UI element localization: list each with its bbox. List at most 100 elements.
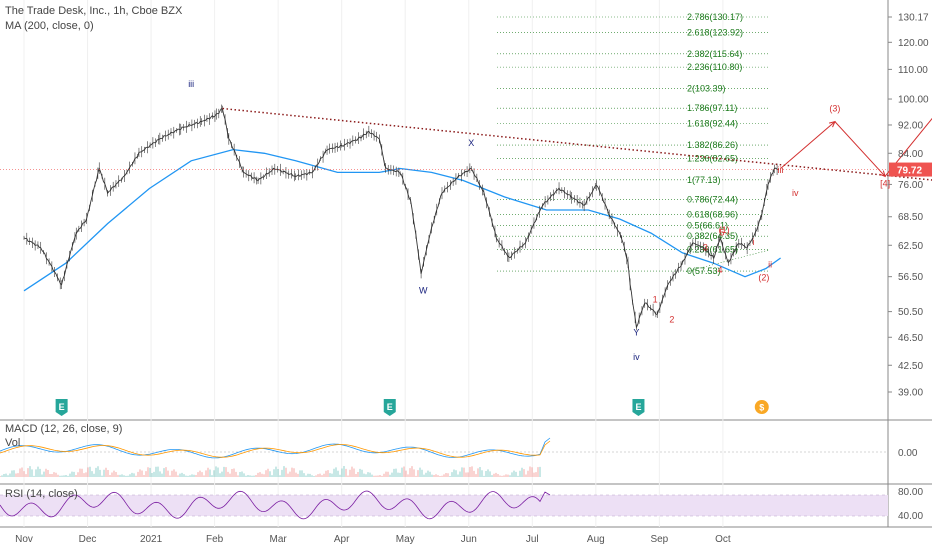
price-axis: 130.17120.00110.00100.0092.0084.0076.006…: [0, 13, 932, 522]
wave-label-navy: X: [468, 138, 474, 148]
x-tick-label: Jun: [461, 534, 477, 545]
fibonacci-levels: 2.786(130.17) 2.618(123.92) 2.382(115.64) 2…: [497, 12, 769, 276]
x-tick-label: Apr: [334, 534, 350, 545]
wave-label-red: iii: [778, 165, 784, 175]
wave-label-red: i: [752, 237, 754, 247]
earnings-marker: [632, 399, 645, 416]
x-tick-label: Feb: [206, 534, 224, 545]
y-tick-label: 42.50: [898, 361, 923, 372]
fib-label: 1(77.13): [687, 175, 721, 185]
wave-label-navy: iii: [188, 79, 194, 89]
x-tick-label: Oct: [715, 534, 731, 545]
fib-label: 0.382(64.35): [687, 231, 738, 241]
rsi-indicator-label: RSI (14, close): [5, 488, 78, 500]
y-tick-label: 50.50: [898, 307, 923, 318]
wave-label-red: ii: [768, 259, 772, 269]
wave-label-red: (1): [719, 225, 730, 235]
wave-label-red: (3): [829, 104, 840, 114]
wave-label-red: 3: [703, 242, 708, 252]
y-tick-label: 84.00: [898, 149, 923, 160]
dividend-marker: [754, 400, 769, 414]
x-tick-label: Nov: [15, 534, 33, 545]
wave-label-navy: Y: [633, 327, 639, 337]
x-tick-label: Sep: [650, 534, 668, 545]
fib-label: 0.5(66.61): [687, 220, 728, 230]
rsi-tick-label: 40.00: [898, 511, 923, 522]
last-price-badge: [889, 162, 932, 177]
fib-label: 0.618(68.96): [687, 210, 738, 220]
wave-label-navy: iv: [633, 352, 640, 362]
x-tick-label: Mar: [270, 534, 288, 545]
fib-label: 2.786(130.17): [687, 12, 743, 22]
fib-label: 2.236(110.80): [687, 62, 742, 72]
y-tick-label: 76.00: [898, 180, 923, 191]
projection-segment: [780, 121, 836, 169]
fib-label: 2(103.39): [687, 84, 726, 94]
fib-label: 1.618(92.44): [687, 118, 738, 128]
chart-title: The Trade Desk, Inc., 1h, Cboe BZX: [5, 5, 183, 17]
dividend-marker-label: $: [759, 403, 764, 413]
y-tick-label: 120.00: [898, 38, 929, 49]
fib-label: 2.618(123.92): [687, 27, 743, 37]
wave-label-red: iv: [792, 188, 799, 198]
time-grid: [23, 0, 724, 527]
volume-indicator-label: Vol: [5, 437, 21, 449]
x-tick-label: 2021: [140, 534, 163, 545]
x-tick-label: May: [396, 534, 415, 545]
y-tick-label: 92.00: [898, 120, 923, 131]
ma-indicator-label: MA (200, close, 0): [5, 20, 94, 32]
macd-line: [0, 437, 551, 459]
rsi-tick-label: 80.00: [898, 487, 923, 498]
x-tick-label: Dec: [79, 534, 97, 545]
y-tick-label: 46.50: [898, 333, 923, 344]
last-price-label: 79.72: [897, 166, 922, 177]
wave-label-navy: W: [419, 286, 428, 296]
wave-label-red: [4]: [880, 178, 890, 188]
fib-label: 1.382(86.26): [687, 140, 738, 150]
macd-signal-line: [0, 440, 551, 458]
y-tick-label: 62.50: [898, 241, 923, 252]
y-tick-label: 110.00: [898, 65, 928, 76]
wave-label-red: 1: [653, 294, 658, 304]
earnings-marker-label: E: [387, 402, 393, 412]
moving-average: [23, 148, 781, 292]
projection-segment: [884, 117, 932, 177]
y-tick-label: 68.50: [898, 212, 923, 223]
wave-label-red: 5: [720, 227, 725, 237]
time-axis: Nov Dec 2021 Feb Mar Apr May Jun Jul Aug Sep Oct: [15, 534, 731, 545]
y-tick-label: 130.17: [898, 13, 929, 24]
fib-label: 0.236(61.65): [687, 245, 738, 255]
macd-pane: [0, 437, 888, 477]
x-tick-label: Jul: [526, 534, 539, 545]
pane-separators: [0, 0, 932, 528]
wave-label-red: 4: [717, 265, 722, 275]
fib-label: 2.382(115.64): [687, 49, 742, 59]
earnings-marker-label: E: [59, 402, 65, 412]
projection-segment: [834, 121, 886, 177]
wave-label-red: (2): [758, 273, 769, 283]
x-tick-label: Aug: [587, 534, 605, 545]
price-line: [23, 108, 779, 329]
volume-bars: [0, 466, 541, 477]
earnings-marker: [383, 399, 396, 416]
event-markers: E E E $: [55, 399, 769, 416]
y-tick-label: 100.00: [898, 95, 929, 106]
rsi-line: [0, 490, 551, 520]
y-tick-label: 56.50: [898, 272, 923, 283]
macd-zero-label: 0.00: [898, 448, 918, 459]
ma-line: [23, 148, 781, 292]
earnings-marker: [55, 399, 68, 416]
y-tick-label: 39.00: [898, 388, 923, 399]
wave-label-red: 2: [669, 314, 674, 324]
rsi-pane: [0, 490, 888, 520]
fib-label: 1.786(97.11): [687, 103, 737, 113]
fib-diagonal: [685, 249, 769, 273]
projection-path: [780, 117, 932, 178]
macd-indicator-label: MACD (12, 26, close, 9): [5, 423, 123, 435]
price-series: [23, 104, 779, 331]
fib-label: 0.786(72.44): [687, 194, 738, 204]
fib-label: 0(57.53): [687, 266, 721, 276]
earnings-marker-label: E: [635, 402, 641, 412]
